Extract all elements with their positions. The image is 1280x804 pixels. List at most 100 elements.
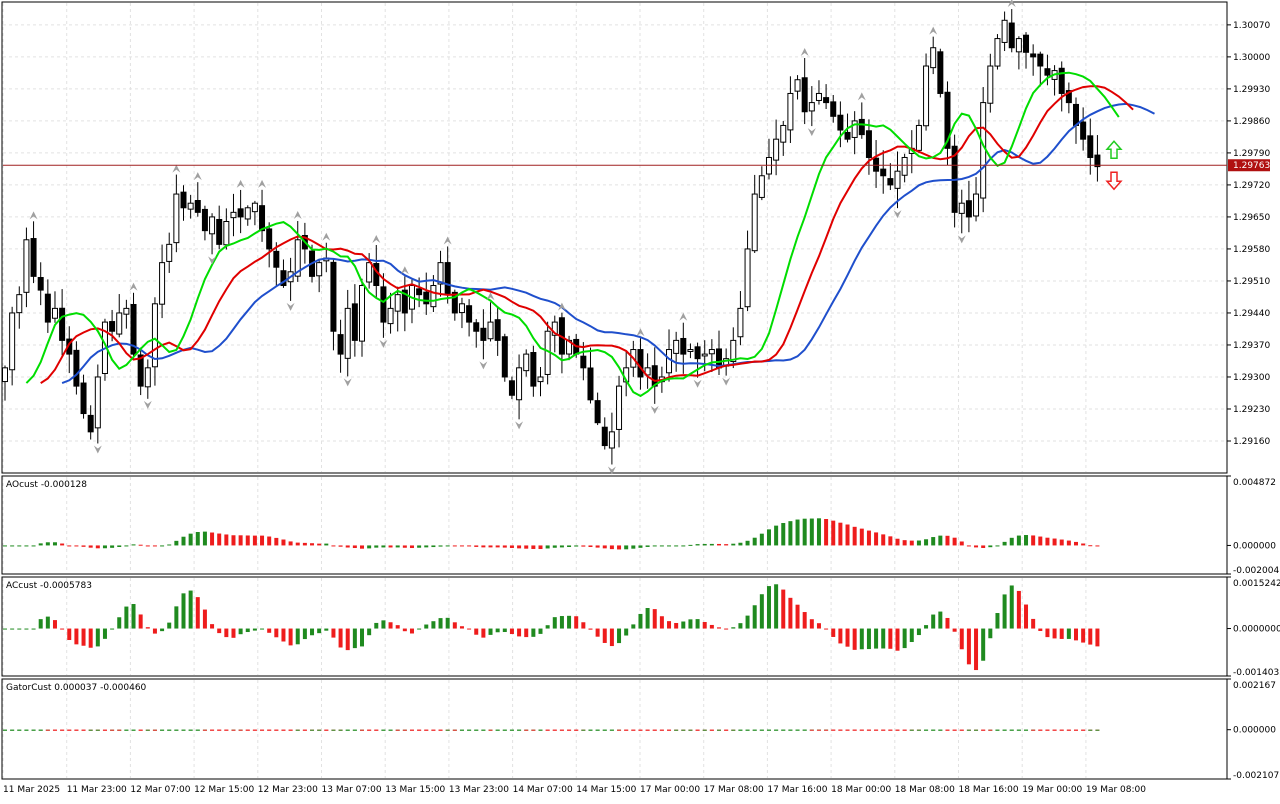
histogram-bar: [602, 545, 607, 549]
candle-body: [801, 77, 808, 113]
histogram-bar: [181, 593, 186, 629]
fractal-up-marker: [400, 266, 409, 275]
histogram-bar: [645, 729, 650, 731]
histogram-bar: [781, 589, 786, 629]
histogram-bar: [1081, 628, 1086, 643]
histogram-bar: [938, 729, 943, 731]
histogram-bar: [902, 540, 907, 546]
histogram-bar: [538, 628, 543, 634]
fractal-up-marker: [236, 179, 245, 188]
histogram-bar: [845, 729, 850, 731]
histogram-bar: [816, 623, 821, 629]
fractal-down-marker: [343, 378, 352, 387]
candle-body: [923, 65, 930, 127]
histogram-bar: [545, 625, 550, 629]
histogram-bar: [402, 628, 407, 632]
candle-body: [244, 207, 251, 220]
histogram-bar: [1066, 540, 1071, 546]
candle-body: [808, 102, 815, 112]
histogram-bar: [452, 545, 457, 547]
histogram-bar: [95, 729, 100, 731]
candle-body: [216, 218, 223, 245]
candle-body: [366, 262, 373, 283]
histogram-bar: [474, 545, 479, 547]
histogram-bar: [438, 545, 443, 547]
indicator-axis-label: -0.0014033: [1233, 668, 1280, 678]
histogram-bar: [624, 729, 629, 731]
candle-body: [109, 321, 116, 332]
time-axis-label: 19 Mar 08:00: [1086, 785, 1146, 795]
histogram-bar: [374, 545, 379, 548]
histogram-bar: [488, 545, 493, 548]
histogram-bar: [552, 729, 557, 731]
candle-body: [230, 211, 237, 219]
histogram-bar: [738, 542, 743, 546]
histogram-bar: [538, 545, 543, 550]
histogram-bar: [702, 621, 707, 629]
histogram-bar: [152, 545, 157, 547]
histogram-bar: [509, 729, 514, 731]
histogram-bar: [895, 628, 900, 651]
candle-body: [987, 65, 994, 104]
histogram-bar: [602, 628, 607, 643]
histogram-bar: [667, 621, 672, 629]
histogram-bar: [1052, 538, 1057, 546]
histogram-bar: [559, 616, 564, 629]
histogram-bar: [452, 729, 457, 731]
histogram-bar: [652, 545, 657, 547]
histogram-bar: [231, 535, 236, 546]
histogram-bar: [217, 729, 222, 731]
time-axis-label: 12 Mar 23:00: [258, 785, 318, 795]
histogram-bar: [588, 729, 593, 731]
histogram-bar: [281, 628, 286, 642]
histogram-bar: [1016, 729, 1021, 731]
time-axis-label: 17 Mar 00:00: [640, 785, 700, 795]
fractal-up-marker: [857, 92, 866, 101]
histogram-bar: [831, 729, 836, 731]
candle-body: [523, 353, 530, 372]
candle-body: [837, 114, 844, 131]
histogram-bar: [374, 729, 379, 731]
histogram-bar: [809, 619, 814, 629]
histogram-bar: [709, 729, 714, 731]
candle-body: [437, 262, 444, 285]
histogram-bar: [160, 628, 165, 632]
histogram-bar: [217, 533, 222, 546]
price-axis-label: 1.29790: [1233, 149, 1270, 159]
histogram-bar: [724, 628, 729, 630]
histogram-bar: [695, 619, 700, 629]
candle-body: [737, 307, 744, 338]
histogram-bar: [31, 628, 36, 630]
fractal-down-marker: [650, 405, 659, 414]
histogram-bar: [224, 729, 229, 731]
candle-body: [351, 303, 358, 341]
histogram-bar: [974, 628, 979, 671]
histogram-bar: [952, 537, 957, 546]
histogram-bar: [788, 729, 793, 731]
histogram-bar: [766, 586, 771, 629]
histogram-bar: [395, 625, 400, 629]
histogram-bar: [324, 729, 329, 731]
candle-body: [751, 193, 758, 252]
candle-body: [887, 178, 894, 186]
histogram-bar: [402, 729, 407, 731]
histogram-bar: [131, 729, 136, 731]
histogram-bar: [1009, 537, 1014, 546]
candle-body: [880, 168, 887, 177]
fractal-down-marker: [143, 400, 152, 409]
histogram-bar: [459, 626, 464, 629]
histogram-bar: [816, 518, 821, 546]
histogram-bar: [1088, 545, 1093, 547]
fractal-up-marker: [486, 292, 495, 301]
price-axis-label: 1.29160: [1233, 437, 1270, 447]
histogram-bar: [1016, 535, 1021, 546]
histogram-bar: [617, 628, 622, 644]
histogram-bar: [531, 628, 536, 637]
candle-body: [73, 349, 80, 387]
histogram-bar: [302, 628, 307, 640]
indicator-axis-label: 0.000000: [1233, 541, 1276, 551]
fractal-up-marker: [800, 48, 809, 57]
histogram-bar: [352, 628, 357, 649]
